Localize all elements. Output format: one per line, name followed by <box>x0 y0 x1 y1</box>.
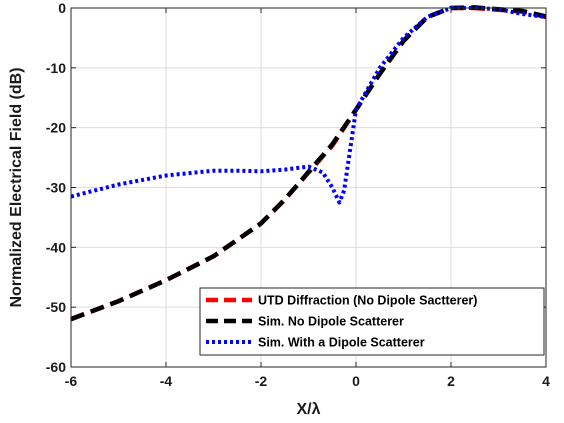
y-tick-labels: 0 -10 -20 -30 -40 -50 -60 <box>46 0 66 375</box>
x-tick-label: -6 <box>65 373 78 389</box>
x-tick-label: 2 <box>447 373 455 389</box>
x-tick-label: 4 <box>542 373 550 389</box>
x-tick-label: 0 <box>352 373 360 389</box>
legend-entry-3: Sim. With a Dipole Scatterer <box>258 336 425 350</box>
series-line-3 <box>70 6 547 205</box>
grid <box>70 7 547 368</box>
y-tick-label: -20 <box>46 120 66 136</box>
x-tick-label: -2 <box>255 373 268 389</box>
axis-ticks <box>70 7 547 368</box>
x-tick-labels: -6 -4 -2 0 2 4 <box>65 373 550 389</box>
y-axis-label: Normalized Electrical Field (dB) <box>8 67 25 307</box>
y-tick-label: -30 <box>46 180 66 196</box>
y-tick-label: 0 <box>58 0 66 16</box>
y-tick-label: -60 <box>46 359 66 375</box>
y-tick-label: -40 <box>46 239 66 255</box>
legend-entry-1: UTD Diffraction (No Dipole Sactterer) <box>258 294 477 308</box>
y-tick-label: -50 <box>46 299 66 315</box>
x-axis-label: X/λ <box>296 401 320 418</box>
legend: UTD Diffraction (No Dipole Sactterer) Sim… <box>199 287 545 356</box>
legend-entry-2: Sim. No Dipole Scatterer <box>258 315 404 329</box>
legend-box <box>199 287 545 356</box>
y-tick-label: -10 <box>46 60 66 76</box>
x-tick-label: -4 <box>160 373 173 389</box>
